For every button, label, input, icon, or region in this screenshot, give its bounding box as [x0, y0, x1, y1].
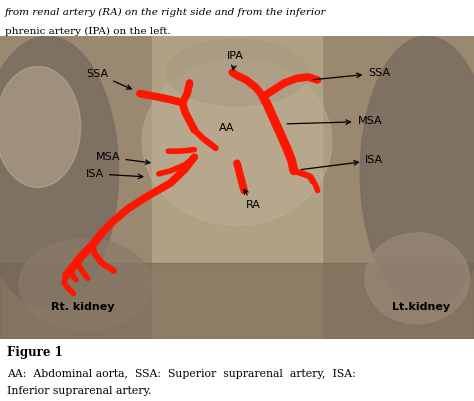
Text: SSA: SSA [313, 68, 390, 80]
Bar [0, 263, 474, 339]
Ellipse shape [0, 67, 81, 188]
Ellipse shape [360, 36, 474, 309]
Ellipse shape [0, 36, 118, 309]
Text: ISA: ISA [301, 155, 383, 170]
Ellipse shape [166, 39, 308, 106]
Text: phrenic artery (IPA) on the left.: phrenic artery (IPA) on the left. [5, 27, 170, 36]
Text: AA: AA [219, 123, 235, 132]
Text: Rt. kidney: Rt. kidney [51, 302, 115, 312]
Text: Inferior suprarenal artery.: Inferior suprarenal artery. [7, 386, 152, 396]
Text: MSA: MSA [287, 116, 382, 126]
Text: MSA: MSA [96, 152, 150, 164]
Text: ISA: ISA [86, 169, 143, 179]
Ellipse shape [365, 233, 469, 324]
Text: from renal artery (RA) on the right side and from the inferior: from renal artery (RA) on the right side… [5, 8, 326, 17]
Text: RA: RA [244, 190, 261, 210]
Text: Figure 1: Figure 1 [7, 346, 63, 359]
Ellipse shape [19, 239, 152, 330]
Text: SSA: SSA [86, 69, 131, 89]
Text: AA:  Abdominal aorta,  SSA:  Superior  suprarenal  artery,  ISA:: AA: Abdominal aorta, SSA: Superior supra… [7, 369, 356, 379]
Bar [152, 36, 322, 339]
Text: IPA: IPA [227, 51, 244, 70]
Ellipse shape [142, 59, 332, 225]
Text: Lt.kidney: Lt.kidney [392, 302, 450, 312]
